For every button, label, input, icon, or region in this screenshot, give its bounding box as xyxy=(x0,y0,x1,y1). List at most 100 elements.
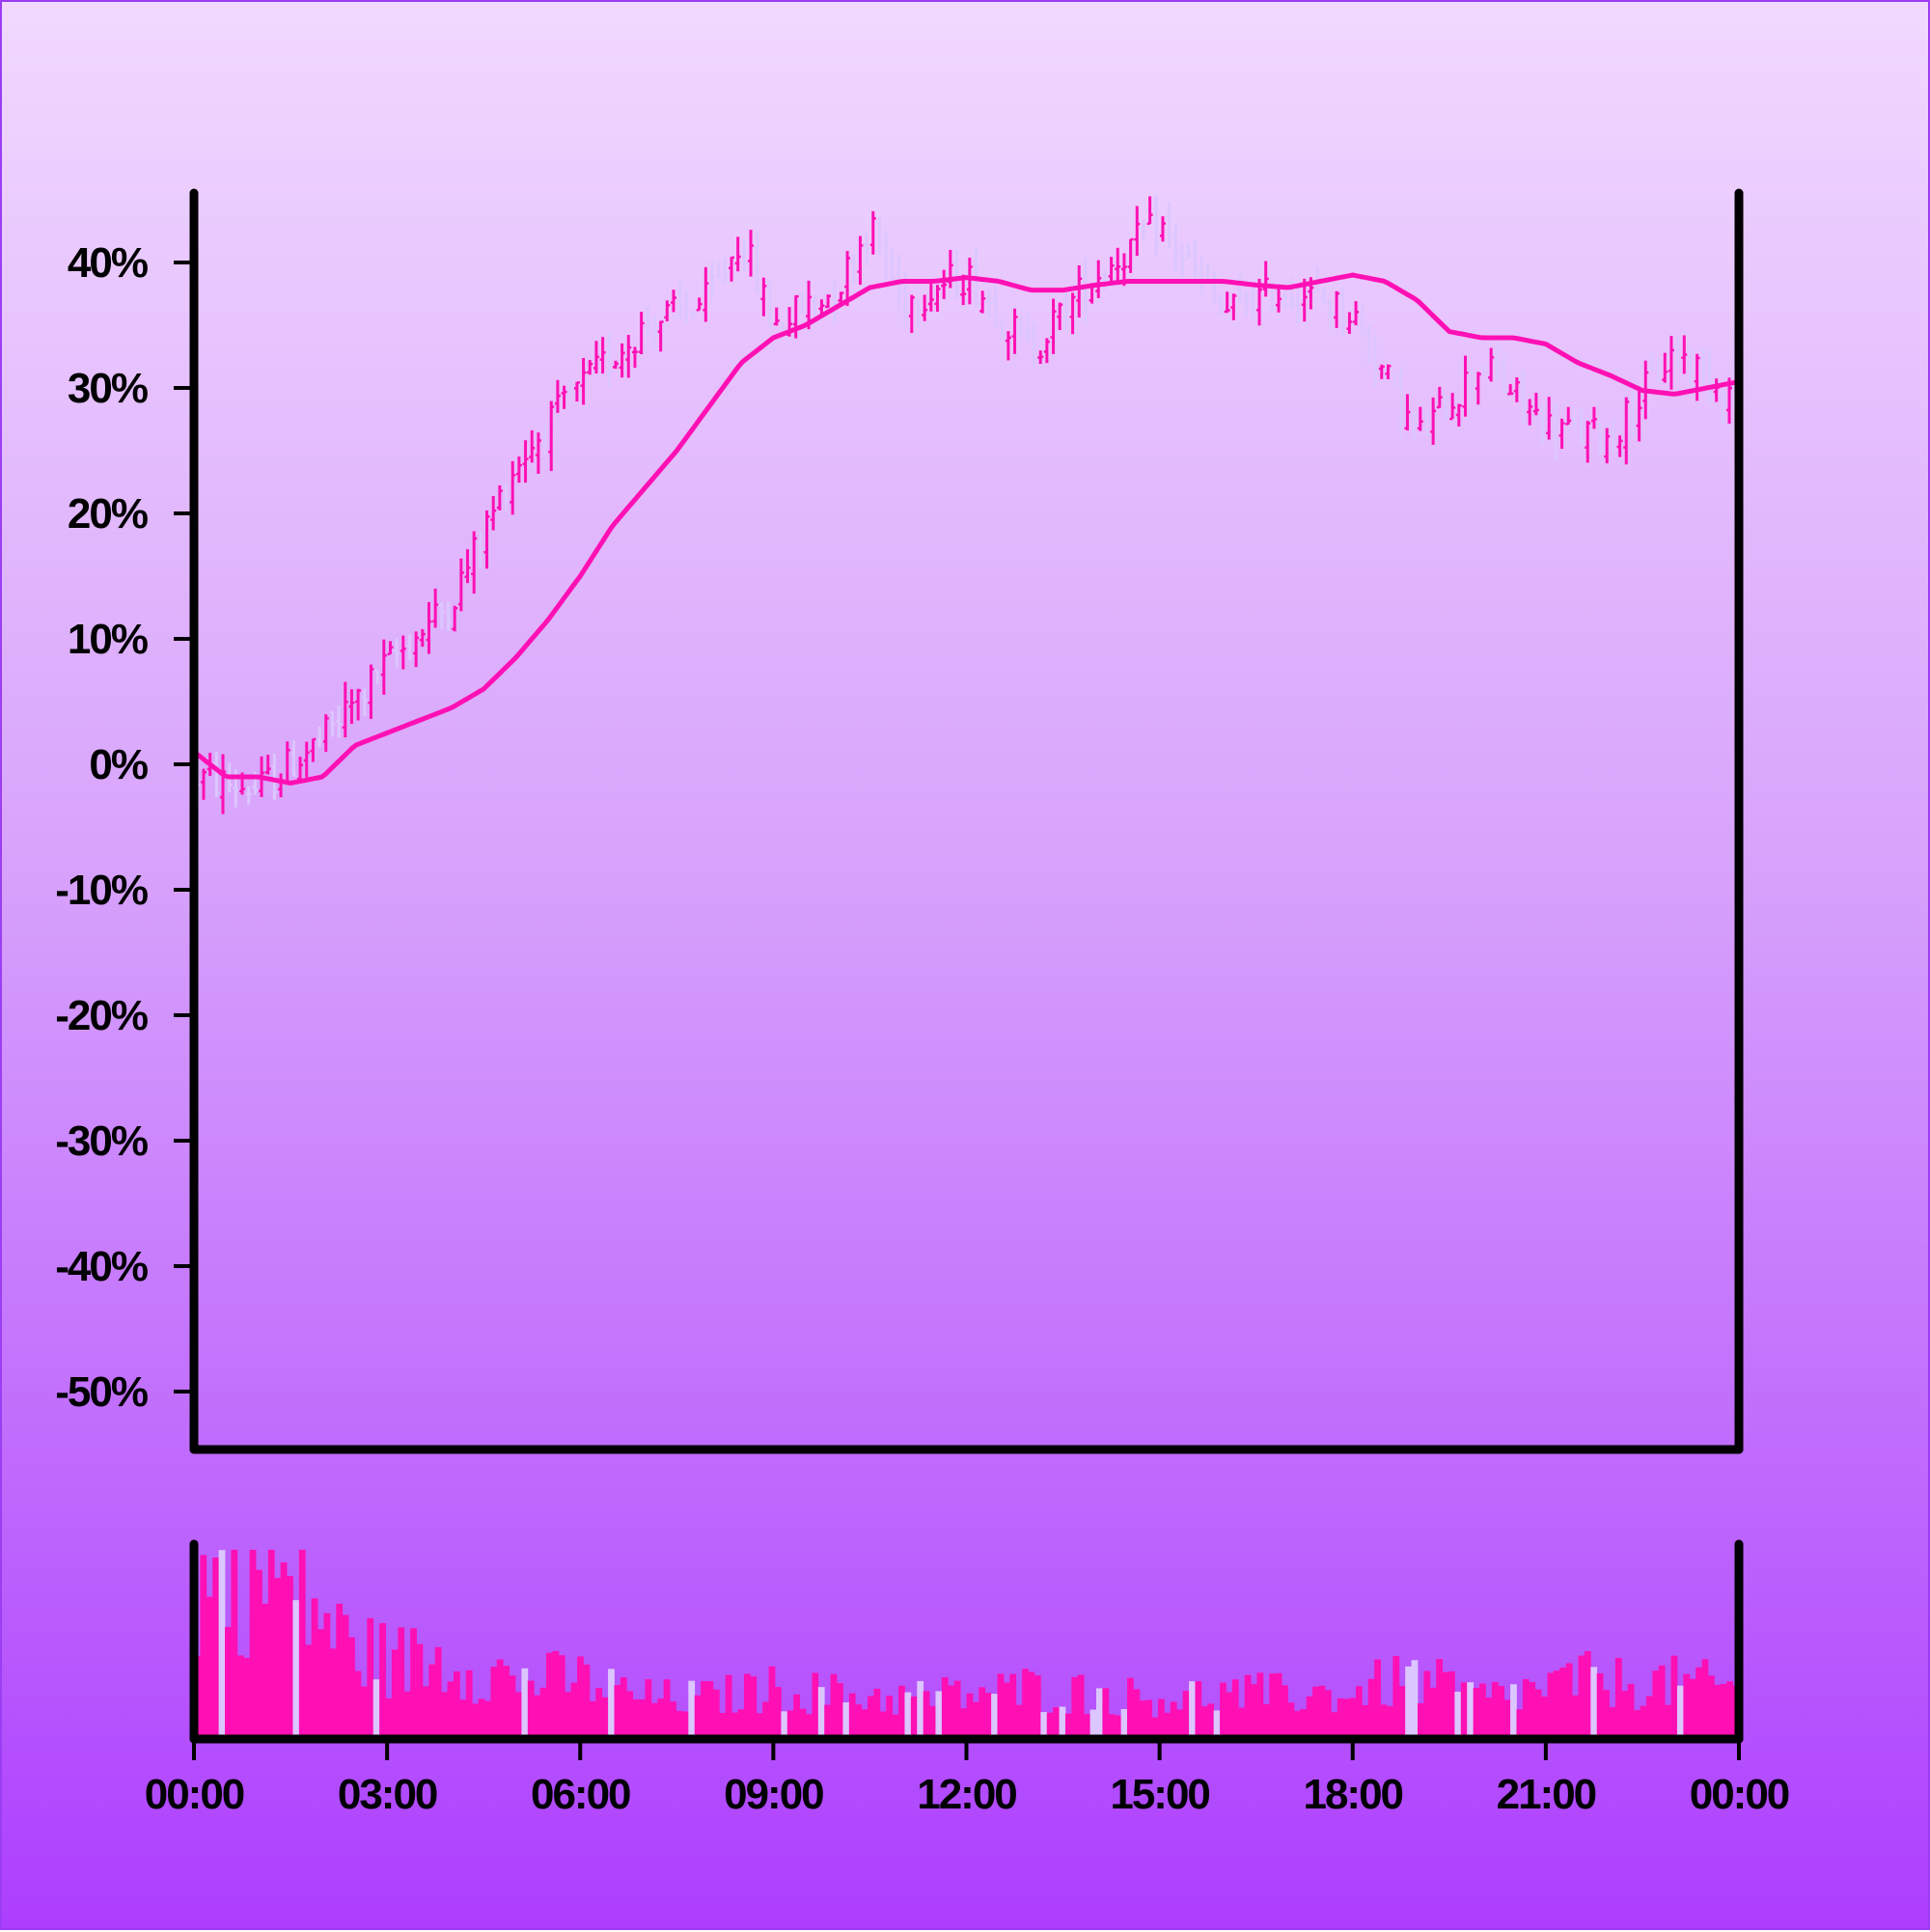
ohlc-bar-down xyxy=(1204,263,1211,282)
volume-bar xyxy=(1164,1712,1172,1735)
volume-bar xyxy=(756,1713,763,1735)
volume-bar xyxy=(910,1697,918,1735)
ohlc-bar-down xyxy=(1237,273,1244,303)
volume-bar xyxy=(873,1688,881,1735)
volume-bar xyxy=(1182,1691,1190,1735)
ohlc-bar-up xyxy=(599,337,606,374)
volume-bar xyxy=(1380,1704,1388,1735)
volume-bar xyxy=(348,1637,355,1735)
volume-bar xyxy=(812,1672,819,1735)
volume-bar xyxy=(1034,1675,1041,1735)
ohlc-bar-down xyxy=(438,602,445,630)
ohlc-bar-up xyxy=(426,601,432,654)
volume-bar xyxy=(459,1699,467,1735)
x-tick-label: 06:00 xyxy=(531,1771,630,1818)
ohlc-bar-down xyxy=(1178,241,1185,278)
volume-bar xyxy=(1491,1681,1499,1735)
volume-bar xyxy=(1282,1685,1288,1735)
ohlc-bar-up xyxy=(1681,335,1688,374)
volume-bar xyxy=(212,1558,220,1735)
ohlc-bar-down xyxy=(271,753,278,801)
volume-bar xyxy=(1220,1682,1227,1735)
volume-bar xyxy=(317,1629,324,1735)
volume-bar xyxy=(1226,1692,1233,1735)
volume-bar xyxy=(929,1705,936,1735)
volume-bar xyxy=(1516,1709,1524,1735)
ohlc-bar-up xyxy=(464,549,471,584)
ohlc-bar-up xyxy=(1095,260,1102,298)
volume-bar xyxy=(1448,1670,1455,1735)
volume-bar xyxy=(681,1711,689,1735)
ohlc-bar-up xyxy=(1604,428,1611,464)
volume-bar xyxy=(1529,1682,1536,1735)
ohlc-bar-up xyxy=(1346,312,1353,334)
ohlc-bar-up xyxy=(278,773,285,798)
volume-bar xyxy=(539,1687,547,1735)
ohlc-bar-up xyxy=(934,285,941,312)
volume-bar xyxy=(1355,1686,1363,1735)
volume-bar xyxy=(1238,1707,1246,1735)
volume-bar xyxy=(1522,1679,1530,1735)
volume-bar xyxy=(360,1686,368,1735)
volume-bar xyxy=(1231,1679,1239,1735)
volume-bar xyxy=(886,1696,894,1735)
ohlc-bar-up xyxy=(638,312,645,355)
ohlc-bar-down xyxy=(1501,355,1507,395)
ohlc-bar-down xyxy=(864,234,870,267)
ohlc-bar-down xyxy=(985,289,992,318)
ohlc-bar-down xyxy=(953,249,960,299)
ohlc-bar-up xyxy=(1069,292,1076,335)
ohlc-bar-up xyxy=(1558,418,1565,450)
volume-bar xyxy=(799,1708,807,1735)
volume-bar xyxy=(583,1664,591,1735)
volume-bar xyxy=(1565,1663,1573,1735)
ohlc-bar-down xyxy=(1648,352,1655,373)
volume-bar xyxy=(1609,1707,1616,1735)
ohlc-bar-up xyxy=(1507,384,1514,396)
ohlc-bar-down xyxy=(1539,405,1546,446)
volume-bar xyxy=(515,1692,522,1735)
ohlc-bar-up xyxy=(664,300,671,321)
ohlc-bar-down xyxy=(290,740,297,777)
ohlc-bar-down xyxy=(1166,202,1172,248)
ohlc-bar-up xyxy=(729,256,735,282)
ohlc-bar-down xyxy=(1295,284,1302,324)
ohlc-bar-down xyxy=(1674,335,1681,368)
volume-bar xyxy=(1158,1698,1165,1735)
volume-bar xyxy=(1269,1673,1277,1735)
volume-bar xyxy=(1503,1699,1511,1735)
ohlc-bar-up xyxy=(264,755,271,775)
volume-bar xyxy=(768,1666,776,1735)
volume-bar xyxy=(1251,1684,1257,1735)
volume-bar xyxy=(1256,1672,1264,1735)
volume-bar xyxy=(904,1692,912,1735)
ohlc-bar-down xyxy=(1687,347,1694,388)
ohlc-bar-down xyxy=(1185,242,1192,260)
ohlc-bar-down xyxy=(1211,271,1218,305)
volume-bar xyxy=(503,1666,510,1735)
volume-bar xyxy=(1454,1691,1462,1735)
volume-bar xyxy=(1485,1697,1493,1735)
ohlc-bar-down xyxy=(831,279,838,324)
volume-bar xyxy=(287,1576,293,1735)
volume-bar xyxy=(972,1701,979,1735)
volume-bar xyxy=(1603,1690,1610,1735)
volume-bar xyxy=(1306,1696,1313,1735)
volume-bar xyxy=(774,1687,782,1735)
ohlc-bar-up xyxy=(1449,393,1456,421)
ohlc-bar-up xyxy=(201,768,207,800)
y-tick-label: -40% xyxy=(55,1243,148,1290)
volume-bar xyxy=(280,1561,288,1735)
volume-bar xyxy=(243,1657,251,1735)
volume-bars xyxy=(194,1549,1740,1735)
volume-bar xyxy=(979,1687,986,1735)
volume-bar xyxy=(725,1674,732,1735)
ohlc-bar-down xyxy=(1192,238,1199,279)
ohlc-bar-up xyxy=(1385,364,1392,380)
ohlc-bar-down xyxy=(213,751,220,798)
volume-bar xyxy=(984,1693,992,1735)
ohlc-bar-up xyxy=(979,290,986,314)
volume-bar xyxy=(1621,1691,1629,1735)
ohlc-bar-down xyxy=(1250,284,1256,321)
volume-bar xyxy=(861,1709,868,1735)
